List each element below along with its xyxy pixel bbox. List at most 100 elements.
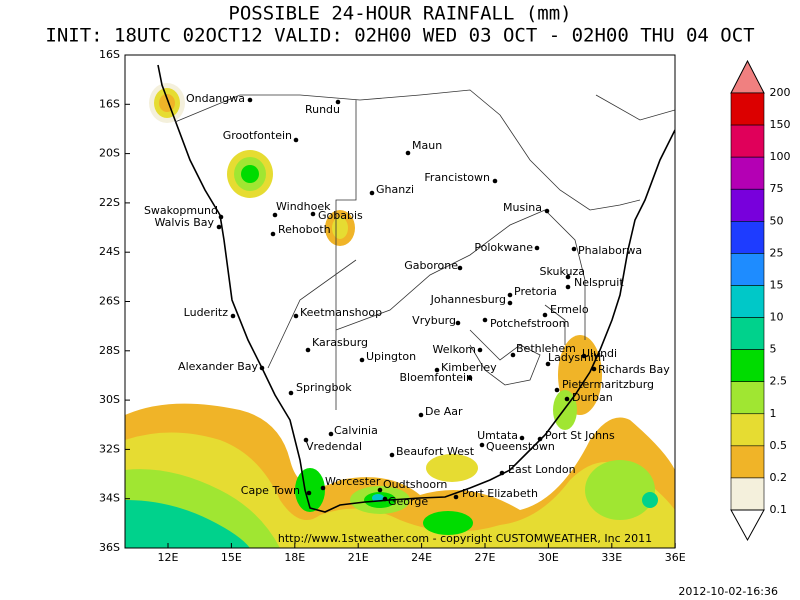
colorbar-label: 100 — [770, 150, 791, 163]
colorbar-box — [730, 253, 765, 286]
colorbar-label: 0.1 — [770, 503, 788, 516]
city-label: Port St Johns — [545, 429, 615, 442]
colorbar-label: 5 — [770, 343, 777, 356]
city-label: Pietermaritzburg — [562, 378, 654, 391]
lon-label: 12E — [158, 551, 179, 564]
city-dot — [492, 178, 498, 184]
city-label: Pretoria — [514, 285, 557, 298]
city-dot — [259, 365, 265, 371]
lat-label: 30S — [99, 393, 120, 406]
city-dot — [537, 436, 543, 442]
timestamp: 2012-10-02-16:36 — [678, 585, 778, 598]
colorbar-box — [730, 317, 765, 350]
colorbar-box — [730, 188, 765, 222]
colorbar-label: 0.5 — [770, 439, 788, 452]
city-dot — [482, 317, 488, 323]
lon-label: 36E — [665, 551, 686, 564]
lat-label: 32S — [99, 442, 120, 455]
city-label: Ulundi — [582, 347, 617, 360]
city-dot — [565, 274, 571, 280]
city-label: Musina — [503, 201, 542, 214]
city-label: Phalaborwa — [578, 244, 642, 257]
city-label: Alexander Bay — [178, 360, 258, 373]
city-label: Grootfontein — [223, 129, 292, 142]
city-dot — [305, 347, 311, 353]
lon-label: 30E — [538, 551, 559, 564]
rain-areas — [125, 83, 675, 548]
city-dot — [455, 320, 461, 326]
city-dot — [218, 214, 224, 220]
colorbar-top — [730, 59, 765, 94]
city-label: Francistown — [424, 171, 490, 184]
colorbar-box — [730, 413, 765, 447]
colorbar-box — [730, 349, 765, 382]
city-dot — [270, 231, 276, 237]
lat-label: 24S — [99, 245, 120, 258]
colorbar-box — [730, 477, 765, 511]
city-dot — [477, 347, 483, 353]
city-label: Ghanzi — [376, 183, 414, 196]
city-label: Vryburg — [412, 314, 456, 327]
city-label: Vredendal — [306, 440, 362, 453]
city-label: Gaborone — [404, 259, 458, 272]
lon-label: 15E — [221, 551, 242, 564]
city-dot — [247, 97, 253, 103]
lat-label: 22S — [99, 196, 120, 209]
colorbar-box — [730, 92, 765, 126]
lon-label: 27E — [475, 551, 496, 564]
lat-label: 26S — [99, 295, 120, 308]
city-label: Beaufort West — [396, 445, 475, 458]
city-label: Swakopmund — [144, 204, 218, 217]
city-dot — [382, 496, 388, 502]
city-dot — [405, 150, 411, 156]
city-dot — [377, 487, 383, 493]
lat-label: 20S — [99, 147, 120, 160]
city-dot — [359, 357, 365, 363]
city-dot — [288, 390, 294, 396]
city-label: Ondangwa — [186, 92, 245, 105]
city-dot — [545, 361, 551, 367]
lat-label: 16S — [99, 97, 120, 110]
map — [125, 55, 675, 548]
city-dot — [293, 313, 299, 319]
city-label: Karasburg — [312, 336, 368, 349]
lon-label: 18E — [284, 551, 305, 564]
coastline — [157, 64, 675, 513]
colorbar-label: 1 — [770, 407, 777, 420]
city-label: Nelspruit — [574, 276, 624, 289]
city-dot — [457, 265, 463, 271]
city-label: Worcester — [325, 475, 381, 488]
city-dot — [272, 212, 278, 218]
city-label: Cape Town — [241, 484, 300, 497]
colorbar-box — [730, 445, 765, 479]
colorbar-label: 50 — [770, 214, 784, 227]
lat-label: 16S — [99, 48, 120, 61]
colorbar-label: 150 — [770, 118, 791, 131]
city-dot — [467, 375, 473, 381]
colorbar-box — [730, 381, 765, 415]
lat-label: 28S — [99, 344, 120, 357]
city-dot — [507, 300, 513, 306]
city-dot — [499, 470, 505, 476]
borders — [174, 89, 675, 410]
lat-label: 36S — [99, 541, 120, 554]
city-label: Queenstown — [486, 440, 555, 453]
city-dot — [320, 485, 326, 491]
colorbar-box — [730, 124, 765, 158]
lon-label: 21E — [348, 551, 369, 564]
city-label: Johannesburg — [430, 293, 506, 306]
city-label: Rehoboth — [278, 223, 331, 236]
city-dot — [544, 208, 550, 214]
city-label: Walvis Bay — [154, 216, 214, 229]
city-dot — [328, 431, 334, 437]
colorbar-label: 15 — [770, 278, 784, 291]
city-label: Richards Bay — [598, 363, 670, 376]
city-dot — [434, 367, 440, 373]
lon-label: 24E — [411, 551, 432, 564]
city-label: Bloemfontein — [400, 371, 474, 384]
city-label: Port Elizabeth — [462, 487, 538, 500]
city-label: De Aar — [425, 405, 463, 418]
city-label: Gobabis — [318, 209, 363, 222]
colorbar-bottom — [730, 509, 765, 542]
